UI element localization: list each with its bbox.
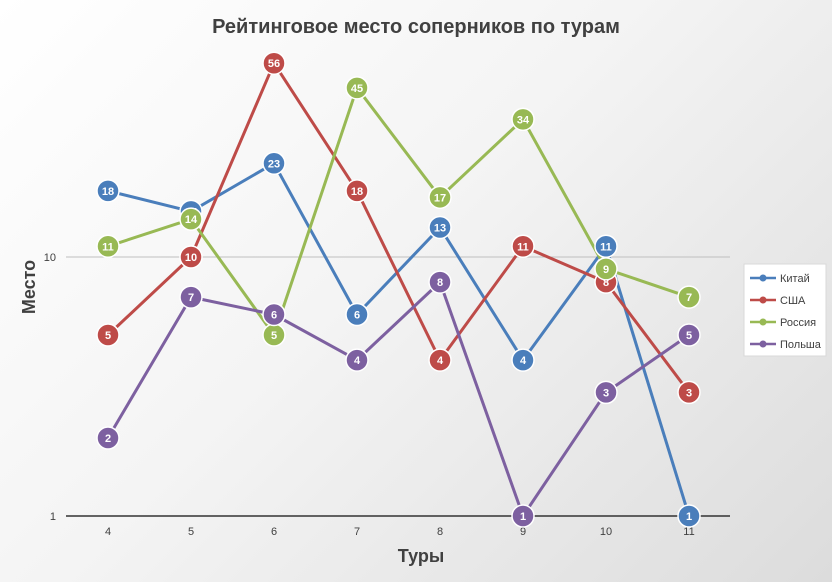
x-tick-label: 9 [520,526,526,538]
data-label: 9 [603,264,609,276]
data-label: 23 [268,158,280,170]
data-label: 56 [268,58,280,70]
data-point [345,179,369,203]
data-point [345,76,369,100]
legend-marker [759,274,767,282]
data-point [677,380,701,405]
legend-entry: США [780,295,806,307]
legend: Китай США Россия Польша [743,263,827,357]
data-label: 2 [105,433,111,445]
data-label: 3 [686,387,692,399]
data-label: 5 [271,330,277,342]
data-label: 8 [603,277,609,289]
data-point [428,270,452,294]
x-axis-title: Туры [398,546,444,566]
data-point [428,185,452,210]
gridlines [66,256,730,517]
data-point [262,151,286,176]
data-label: 34 [517,114,530,126]
data-point [262,51,286,75]
legend-marker [759,296,767,304]
data-label: 4 [354,355,361,367]
data-label: 8 [437,277,443,289]
data-label: 5 [105,330,111,342]
data-label: 7 [188,292,194,304]
data-point [428,348,452,372]
y-axis-title: Место [19,260,39,314]
legend-entry: Польша [780,339,822,351]
x-tick-label: 8 [437,526,443,538]
data-label: 1 [686,511,692,523]
chart-title: Рейтинговое место соперников по турам [212,16,620,38]
data-point [428,215,452,240]
data-point [179,285,203,309]
data-label: 3 [603,387,609,399]
data-point [677,504,701,528]
x-tick-label: 6 [271,526,277,538]
data-label: 7 [686,292,692,304]
data-label: 6 [354,309,360,321]
series-line [106,61,691,394]
series-markers: 1815236134111510561841183111454517349727… [96,51,701,528]
data-point [345,302,369,327]
data-label: 11 [600,241,612,253]
data-point [511,348,535,372]
data-label: 45 [351,83,363,95]
y-tick-label: 1 [50,511,56,523]
data-label: 10 [185,252,197,264]
data-point [594,257,618,281]
legend-marker [759,318,767,326]
data-point [511,504,535,528]
data-point [345,348,369,372]
y-axis-ticks: 1 10 [44,252,56,523]
series-lines [106,61,691,518]
legend-box [743,263,827,357]
data-point [96,179,120,203]
data-label: 11 [517,241,529,253]
x-tick-label: 10 [600,526,612,538]
x-tick-label: 5 [188,526,194,538]
legend-entry: Китай [780,273,810,285]
data-point [677,285,701,309]
data-point [677,323,701,347]
data-point [96,234,120,259]
data-point [262,302,286,327]
y-tick-label: 10 [44,252,56,264]
data-label: 14 [185,214,198,226]
data-point [511,107,535,132]
x-axis-ticks: 4 5 6 7 8 9 10 11 [105,526,695,538]
data-point [96,323,120,347]
data-label: 5 [686,330,692,342]
legend-entry: Россия [780,317,816,329]
data-label: 1 [520,511,526,523]
data-label: 4 [520,355,527,367]
x-tick-label: 4 [105,526,111,538]
data-label: 18 [351,186,363,198]
data-point [96,426,120,450]
series-line [107,161,691,517]
data-label: 13 [434,222,446,234]
data-point [594,380,618,405]
data-label: 6 [271,309,277,321]
data-label: 18 [102,186,114,198]
series-line [107,86,690,337]
x-tick-label: 11 [683,526,694,538]
data-label: 17 [434,192,446,204]
series-line [106,280,690,518]
data-label: 4 [437,355,444,367]
data-point [511,234,535,259]
data-point [179,207,203,231]
data-label: 11 [102,241,114,253]
legend-marker [759,340,767,348]
x-tick-label: 7 [354,526,360,538]
data-point [179,245,203,269]
